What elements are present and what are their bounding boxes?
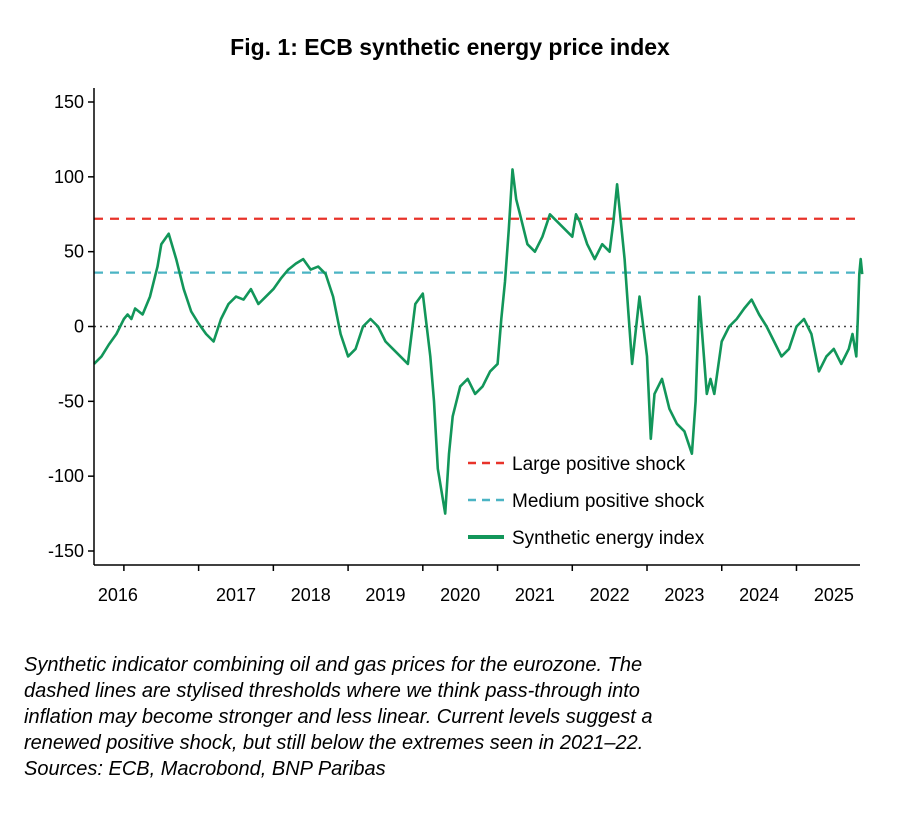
series-layer <box>93 168 864 515</box>
x-tick-label: 2021 <box>515 585 555 605</box>
x-tick-label: 2023 <box>664 585 704 605</box>
y-tick-label: 100 <box>54 167 84 187</box>
legend-label: Large positive shock <box>512 454 686 475</box>
energy-index-chart: 150 100 50 0 -50 -100 -150 2016 2017 2018 2019 2020… <box>48 88 864 605</box>
legend-label: Medium positive shock <box>512 491 705 512</box>
series-line <box>93 168 864 515</box>
chart-title: Fig. 1: ECB synthetic energy price index <box>230 34 670 60</box>
x-tick-label: 2018 <box>291 585 331 605</box>
y-tick-label: 0 <box>74 317 84 337</box>
y-tick-label: -50 <box>58 391 84 411</box>
caption-line: Synthetic indicator combining oil and ga… <box>24 654 643 676</box>
caption-line: inflation may become stronger and less l… <box>24 706 653 728</box>
chart-caption: Synthetic indicator combining oil and ga… <box>24 652 884 782</box>
legend-label: Synthetic energy index <box>512 528 705 549</box>
reference-lines <box>94 217 860 328</box>
caption-line: renewed positive shock, but still below … <box>24 732 644 754</box>
y-tick-label: 50 <box>64 242 84 262</box>
x-tick-label: 2020 <box>440 585 480 605</box>
caption-sources: Sources: ECB, Macrobond, BNP Paribas <box>24 758 386 780</box>
x-tick-label: 2024 <box>739 585 779 605</box>
x-tick-label: 2022 <box>590 585 630 605</box>
y-tick-label: 150 <box>54 92 84 112</box>
caption-line: dashed lines are stylised thresholds whe… <box>24 680 640 702</box>
legend: Large positive shock Medium positive shoc… <box>468 454 705 549</box>
y-tick-label: -150 <box>48 541 84 561</box>
x-tick-label: 2019 <box>365 585 405 605</box>
y-tick-label: -100 <box>48 466 84 486</box>
x-tick-label: 2025 <box>814 585 854 605</box>
x-tick-label: 2016 <box>98 585 138 605</box>
axes: 150 100 50 0 -50 -100 -150 2016 2017 2018 2019 2020… <box>48 88 860 605</box>
x-tick-label: 2017 <box>216 585 256 605</box>
